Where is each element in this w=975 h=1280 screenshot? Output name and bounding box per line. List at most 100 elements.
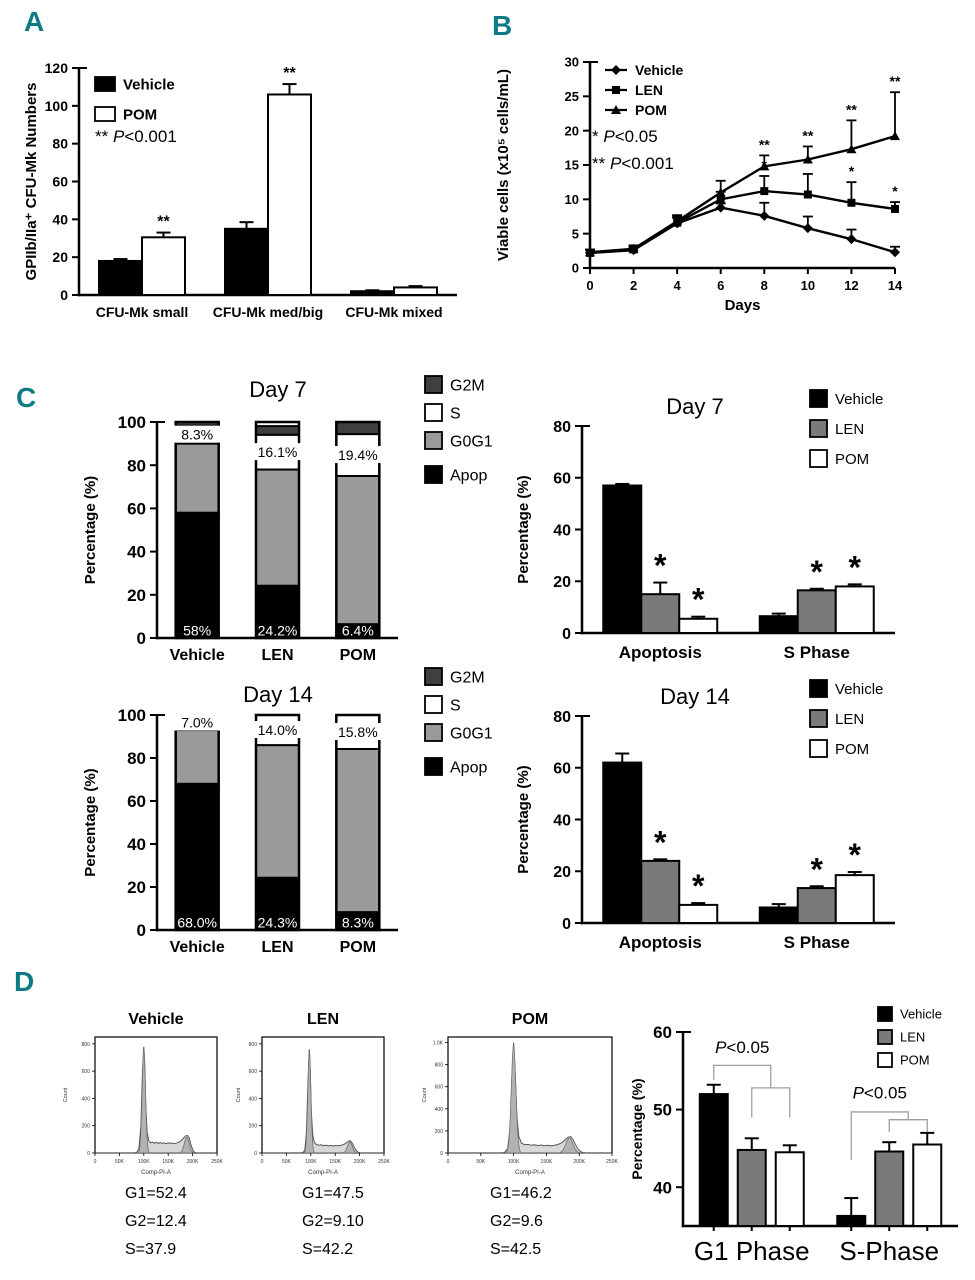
svg-text:80: 80 [127, 456, 146, 475]
svg-text:GPIIb/IIa⁺ CFU-Mk Numbers: GPIIb/IIa⁺ CFU-Mk Numbers [23, 83, 40, 281]
svg-text:*: * [692, 868, 705, 904]
panel-b-viable-cells-line-chart: 0 5 10 15 20 25 30 Viable cells (x10⁵ cells/mL)… [480, 20, 975, 320]
bar-Vehicle-S Phase [758, 906, 799, 925]
svg-text:150K: 150K [329, 1159, 341, 1165]
bar-Vehicle-S Phase [758, 615, 799, 634]
panel-c-day14-grouped-bar-chart: 0 20 40 60 80 Percentage (%) Apoptosis S Phase *… [510, 668, 975, 964]
svg-text:Apoptosis: Apoptosis [619, 643, 702, 662]
bar-POM-S-Phase [912, 1143, 943, 1228]
series-POM [585, 91, 900, 257]
bar-LEN-S Phase [796, 589, 837, 634]
svg-text:Days: Days [725, 297, 761, 314]
svg-text:100K: 100K [138, 1159, 150, 1165]
bar-LEN-Apoptosis [640, 859, 681, 924]
panel-letter-a: A [24, 6, 45, 37]
svg-text:S=37.9: S=37.9 [125, 1241, 176, 1258]
svg-text:Viable cells (x10⁵ cells/mL): Viable cells (x10⁵ cells/mL) [495, 69, 512, 261]
svg-text:** P<0.001: ** P<0.001 [592, 154, 674, 173]
chart-D2-svg: 0 200 400 600 800 0 50K 100K 150K 200K 250K Comp-PI… [236, 1011, 390, 1258]
panel-d-phase-bar-chart: 40 50 60 Percentage (%) G1 Phase S-Phase Vehic… [628, 985, 975, 1280]
svg-text:POM: POM [123, 106, 157, 123]
plot-area: 0 20 40 60 80 Percentage (%) Apoptosis S Phase *… [515, 389, 895, 662]
svg-text:S: S [450, 697, 461, 714]
svg-text:250K: 250K [606, 1159, 618, 1165]
plot-area: 40 50 60 Percentage (%) G1 Phase S-Phase Vehic… [629, 1006, 958, 1266]
svg-text:80: 80 [52, 136, 68, 152]
svg-text:Percentage (%): Percentage (%) [82, 768, 99, 876]
svg-text:60: 60 [553, 761, 571, 778]
bar-Vehicle-Apoptosis [602, 761, 643, 924]
svg-text:G1=46.2: G1=46.2 [490, 1185, 552, 1202]
svg-text:Apop: Apop [450, 467, 487, 484]
svg-text:150K: 150K [162, 1159, 174, 1165]
svg-text:800: 800 [82, 1042, 91, 1048]
svg-text:800: 800 [249, 1042, 258, 1048]
svg-text:40: 40 [127, 543, 146, 562]
chart-D3-svg: 0 200 400 600 800 1.0K 0 50K 100K 150K 200K 250K Com… [422, 1011, 618, 1258]
svg-text:0: 0 [254, 1151, 257, 1157]
segment-G0G1-Vehicle [174, 442, 220, 514]
bar-Vehicle-CFU-Mk med/big [224, 227, 269, 297]
svg-text:0: 0 [562, 916, 571, 933]
svg-text:LEN: LEN [835, 421, 864, 438]
svg-text:15: 15 [565, 158, 579, 173]
chart-A-svg: 0 20 40 60 80 100 120 GPIIb/IIa⁺ CFU-Mk Numbers… [23, 60, 457, 320]
svg-text:Count: Count [422, 1087, 428, 1102]
svg-text:S Phase: S Phase [784, 933, 850, 952]
bar-LEN-Apoptosis [640, 593, 681, 634]
panel-c-day7-stacked-bar-chart: 0 20 40 60 80 100 Percentage (%) Vehicle 58% 8.3%… [30, 372, 510, 674]
svg-text:*: * [762, 157, 768, 173]
svg-text:POM: POM [512, 1011, 548, 1028]
segment-Apop-Vehicle [174, 511, 220, 639]
svg-text:Comp-PI-A: Comp-PI-A [515, 1170, 545, 1176]
svg-text:Vehicle: Vehicle [123, 76, 175, 93]
svg-text:40: 40 [653, 1178, 672, 1197]
svg-text:14: 14 [888, 278, 903, 293]
svg-text:**: ** [802, 127, 813, 143]
chart-D1-svg: 0 200 400 600 800 0 50K 100K 150K 200K 250K Comp-PI… [63, 1011, 223, 1258]
svg-text:POM: POM [340, 939, 376, 956]
svg-text:P<0.05: P<0.05 [853, 1084, 907, 1103]
svg-text:**: ** [283, 65, 296, 82]
segment-G0G1-POM [335, 747, 381, 914]
svg-text:15.8%: 15.8% [338, 724, 378, 740]
svg-text:19.4%: 19.4% [338, 447, 378, 463]
svg-text:40: 40 [553, 522, 571, 539]
svg-text:*: * [849, 837, 862, 873]
chart-C2-svg: 0 20 40 60 80 100 Percentage (%) Vehicle 68.0% 7.… [82, 667, 493, 956]
chart-C4-svg: 0 20 40 60 80 Percentage (%) Apoptosis S Phase *… [515, 679, 895, 952]
svg-text:*: * [692, 582, 705, 618]
svg-text:G2=9.10: G2=9.10 [302, 1213, 364, 1230]
svg-text:Apop: Apop [450, 759, 487, 776]
bar-Vehicle-G1 Phase [698, 1093, 729, 1227]
svg-text:40: 40 [52, 211, 68, 227]
svg-text:*: * [892, 183, 898, 199]
panel-d-pom-flow-histogram: 0 200 400 600 800 1.0K 0 50K 100K 150K 200K 250K Com… [420, 1000, 620, 1262]
svg-text:*: * [811, 554, 824, 590]
svg-text:6: 6 [717, 278, 724, 293]
segment-Apop-Vehicle [174, 782, 220, 931]
bar-POM-G1 Phase [774, 1151, 805, 1227]
svg-text:*: * [654, 824, 667, 860]
panel-d-len-flow-histogram: 0 200 400 600 800 0 50K 100K 150K 200K 250K Comp-PI… [235, 1000, 430, 1262]
svg-text:G2=12.4: G2=12.4 [125, 1213, 187, 1230]
svg-text:60: 60 [127, 500, 146, 519]
bar-Vehicle-CFU-Mk mixed [350, 290, 395, 297]
svg-text:400: 400 [82, 1096, 91, 1102]
svg-text:0: 0 [60, 287, 68, 303]
chart-D4-svg: 40 50 60 Percentage (%) G1 Phase S-Phase Vehic… [629, 1006, 958, 1266]
svg-text:20: 20 [553, 574, 571, 591]
svg-text:250K: 250K [378, 1159, 390, 1165]
svg-text:0: 0 [447, 1159, 450, 1165]
svg-text:8.3%: 8.3% [181, 427, 213, 443]
panel-letter-b: B [492, 10, 513, 41]
svg-text:0: 0 [87, 1151, 90, 1157]
svg-text:Vehicle: Vehicle [170, 647, 225, 664]
svg-text:Day 7: Day 7 [249, 377, 306, 402]
svg-text:Vehicle: Vehicle [635, 62, 683, 78]
svg-text:CFU-Mk small: CFU-Mk small [96, 304, 189, 320]
bar-POM-S Phase [834, 585, 875, 635]
svg-text:400: 400 [249, 1096, 258, 1102]
svg-text:**: ** [759, 136, 770, 152]
svg-text:G0G1: G0G1 [450, 725, 493, 742]
